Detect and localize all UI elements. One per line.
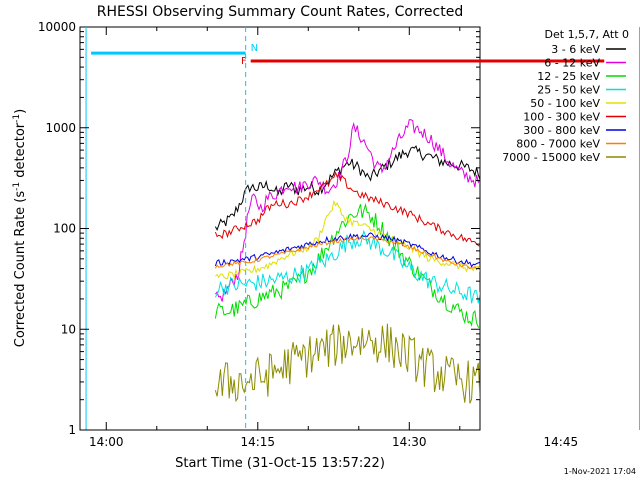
legend-entry-8: 7000 - 15000 keV <box>502 151 600 164</box>
legend-entry-1: 6 - 12 keV <box>544 57 600 70</box>
series-5 <box>214 171 480 248</box>
series-7-segment-0 <box>214 236 480 272</box>
legend-entry-5: 100 - 300 keV <box>523 111 600 124</box>
legend-entry-0: 3 - 6 keV <box>551 43 600 56</box>
series-4-segment-0 <box>215 199 480 280</box>
series-0-segment-0 <box>214 145 480 232</box>
chart-title: RHESSI Observing Summary Count Rates, Co… <box>97 4 463 20</box>
series-1-segment-0 <box>215 119 480 302</box>
y-tick-label-4: 10000 <box>38 20 76 34</box>
series-3 <box>214 229 480 304</box>
footer-timestamp: 1-Nov-2021 17:04 <box>564 467 636 476</box>
x-tick-label-1: 14:15 <box>240 435 275 449</box>
series-6-segment-0 <box>214 232 480 268</box>
plot-frame <box>79 26 481 431</box>
y-axis-label: Corrected Count Rate (s-1 detector-1) <box>12 109 28 347</box>
flag-label-2: F <box>241 56 247 67</box>
x-tick-label-3: 14:45 <box>544 435 579 449</box>
flag-label-0: N <box>251 43 258 54</box>
y-tick-label-2: 100 <box>53 222 76 236</box>
series-3-segment-0 <box>214 229 480 304</box>
x-axis-label: Start Time (31-Oct-15 13:57:22) <box>175 456 385 471</box>
y-tick-label-3: 1000 <box>45 121 76 135</box>
x-tick-label-2: 14:30 <box>392 435 427 449</box>
series-5-segment-0 <box>214 171 480 248</box>
series-layer <box>214 119 480 404</box>
series-2 <box>214 202 480 329</box>
x-tick-label-0: 14:00 <box>89 435 124 449</box>
instrument-flags: NFS <box>91 43 605 67</box>
series-2-segment-0 <box>214 202 480 329</box>
legend-entry-7: 800 - 7000 keV <box>516 138 600 151</box>
series-8-segment-0 <box>214 323 480 404</box>
series-1 <box>215 119 480 302</box>
y-tick-label-1: 10 <box>61 322 76 336</box>
series-7 <box>214 236 480 272</box>
legend-entry-6: 300 - 800 keV <box>523 124 600 137</box>
series-8 <box>214 323 480 404</box>
y-axis: 1 10 100 1000 10000 <box>38 20 480 437</box>
legend-header: Det 1,5,7, Att 0 <box>545 28 629 41</box>
legend-entry-2: 12 - 25 keV <box>537 70 600 83</box>
y-tick-label-0: 1 <box>68 423 76 437</box>
series-6 <box>214 232 480 268</box>
legend-entry-3: 25 - 50 keV <box>537 84 600 97</box>
series-0 <box>214 145 480 232</box>
legend-entry-4: 50 - 100 keV <box>530 97 600 110</box>
